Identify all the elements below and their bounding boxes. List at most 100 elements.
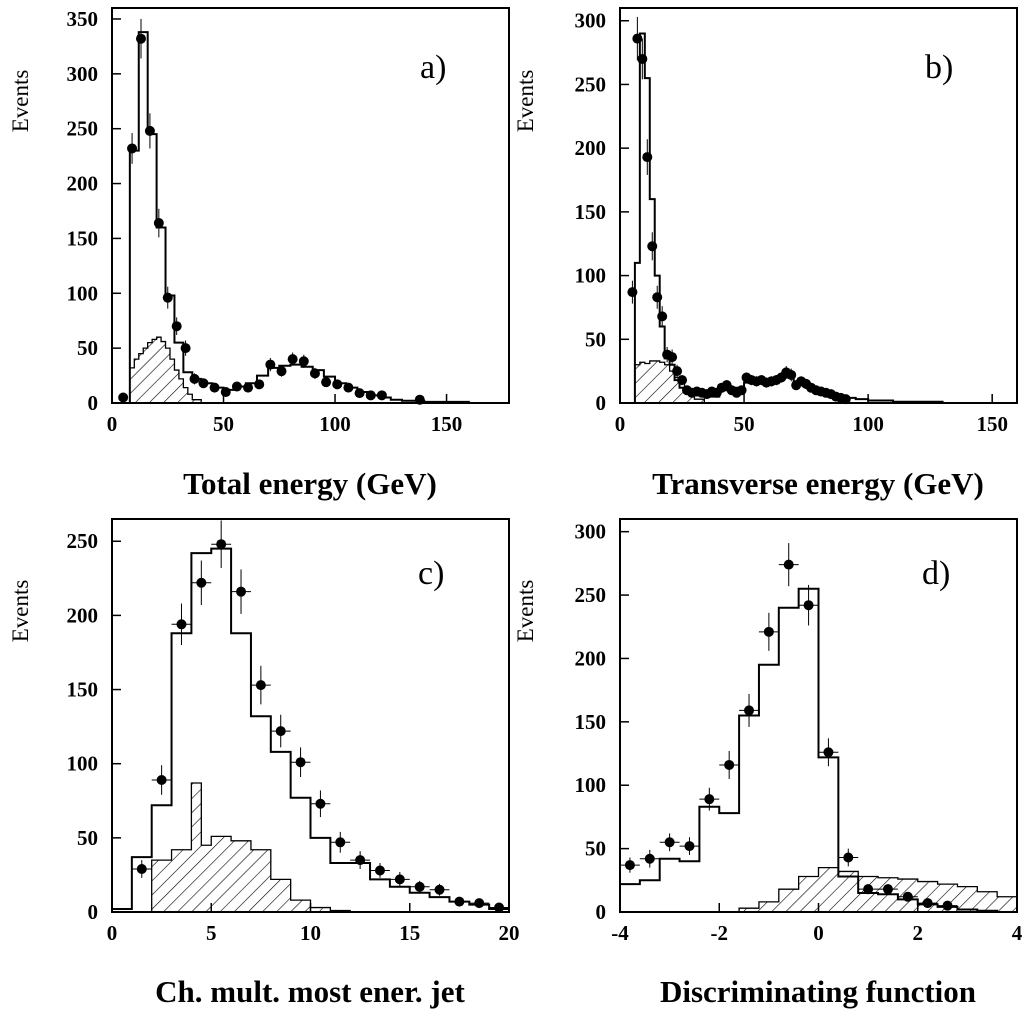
panel-a-data-point — [365, 390, 376, 401]
panel-d-data-point — [858, 884, 879, 895]
panel-a-ytick-label: 150 — [67, 226, 99, 250]
panel-b-ylabel: Events — [513, 70, 538, 133]
panel-d-data-point — [639, 849, 660, 868]
panel-c-ytick-label: 50 — [77, 826, 98, 850]
panel-b-mc-hist — [620, 32, 1017, 404]
panel-d-data-point — [878, 884, 898, 895]
panel-b-data-point — [637, 38, 648, 80]
panel-a-data-point — [287, 352, 298, 366]
panel-b: Events Transverse energy (GeV) b) 0 50 100… — [513, 7, 1018, 501]
panel-d-xlabel: Discriminating function — [660, 974, 976, 1009]
panel-a-data-point — [414, 394, 425, 405]
panel-c-ytick-label: 250 — [67, 529, 99, 553]
panel-d-data-point — [838, 848, 859, 867]
panel-b-xtick-label: 0 — [615, 412, 626, 436]
panel-a-data-point — [144, 113, 155, 149]
panel-a-data-point — [135, 18, 146, 59]
panel-d-ylabel: Events — [513, 580, 538, 643]
panel-a-data-point — [220, 387, 231, 398]
panel-a-data-point — [118, 392, 129, 403]
panel-a-data-point — [254, 379, 265, 390]
panel-c-data-point — [191, 560, 212, 606]
panel-c-data-point — [290, 747, 311, 778]
panel-a-data-point — [198, 378, 209, 389]
panel-d-data-point — [897, 891, 918, 902]
panel-b-frame — [619, 7, 1018, 404]
panel-d-data-point — [679, 837, 700, 855]
panel-d-data-point — [818, 738, 839, 767]
panel-a-data-point — [354, 388, 365, 399]
panel-c-data-point — [270, 714, 291, 748]
panel-a-ytick-label: 0 — [88, 391, 99, 415]
panel-d-data-point — [719, 750, 740, 779]
panel-a-data-point — [298, 354, 309, 368]
panel-b-data-point — [677, 374, 688, 386]
panel-c-background-hist — [112, 782, 509, 913]
panel-b-data-point — [667, 349, 678, 365]
panel-d-ytick-label: 200 — [575, 646, 607, 670]
panel-b-data-point — [632, 16, 643, 61]
panel-a-ytick-label: 100 — [67, 281, 99, 305]
panel-b-ytick-label: 250 — [575, 72, 607, 96]
panel-b-data-point — [627, 280, 638, 304]
panel-d-label: d) — [922, 555, 950, 592]
panel-c-xtick-label: 20 — [499, 921, 520, 945]
panel-c-ylabel: Events — [8, 580, 33, 643]
panel-a-ytick-label: 200 — [67, 172, 99, 196]
panel-a-background-hist — [112, 336, 509, 404]
panel-b-data-point — [672, 364, 683, 378]
panel-a-data-point — [209, 382, 220, 393]
panel-c-data-point — [211, 520, 232, 568]
panel-a-data-point — [309, 367, 320, 379]
panel-a-label: a) — [420, 49, 446, 86]
panel-a-data-point — [343, 382, 354, 393]
panel-c-label: c) — [418, 555, 444, 592]
panel-c-data-point — [171, 603, 192, 646]
panel-b-ytick-label: 100 — [575, 264, 607, 288]
panel-c-data-point — [429, 883, 450, 896]
panel-d-data-point — [778, 543, 799, 587]
panel-d-xtick-label: -2 — [711, 921, 729, 945]
panel-d-ytick-label: 100 — [575, 773, 607, 797]
panel-b-data-point — [642, 139, 653, 175]
panel-a-ytick-label: 300 — [67, 62, 99, 86]
panel-a-data-point — [127, 133, 138, 164]
panel-a-xtick-label: 50 — [213, 412, 234, 436]
panel-b-xtick-label: 150 — [976, 412, 1008, 436]
panel-a-xtick-label: 0 — [107, 412, 118, 436]
panel-b-xtick-label: 50 — [734, 412, 755, 436]
panel-a-data-point — [189, 373, 200, 385]
panel-b-ytick-label: 300 — [575, 9, 607, 33]
panel-c-data-point — [231, 569, 251, 614]
panel-d-data-point — [659, 833, 680, 852]
panel-d-ytick-label: 0 — [596, 900, 607, 924]
panel-a-data-point — [376, 390, 387, 401]
panel-a-data-point — [171, 317, 182, 335]
panel-d-xtick-label: 0 — [813, 921, 824, 945]
panel-a-ytick-label: 350 — [67, 7, 99, 31]
panel-c-data-point — [151, 765, 172, 795]
panel-c-xlabel: Ch. mult. most ener. jet — [155, 974, 465, 1009]
panel-a-data-point — [231, 381, 242, 392]
panel-c-data-point — [449, 896, 470, 907]
panel-d-data-point — [758, 612, 779, 651]
panel-a-ytick-label: 50 — [77, 336, 98, 360]
panel-c-data-point — [250, 665, 271, 705]
panel-a-xtick-label: 150 — [431, 412, 463, 436]
panel-a-mc-hist — [112, 31, 509, 404]
panel-a-ytick-label: 250 — [67, 117, 99, 141]
panel-b-data-point — [786, 368, 797, 382]
panel-c-ytick-label: 100 — [67, 752, 99, 776]
panel-c-data-point — [489, 902, 509, 913]
panel-d-ytick-label: 150 — [575, 710, 607, 734]
panel-d-data-point — [739, 693, 759, 727]
panel-c-data-point — [350, 851, 371, 869]
panel-d-data-point — [917, 898, 938, 909]
panel-a-data-point — [180, 340, 191, 356]
panel-b-data-point — [647, 232, 658, 261]
panel-c-ytick-label: 200 — [67, 603, 99, 627]
panel-c-xtick-label: 0 — [107, 921, 118, 945]
panel-d-ytick-label: 50 — [585, 837, 606, 861]
panel-d-data-point — [699, 787, 720, 811]
